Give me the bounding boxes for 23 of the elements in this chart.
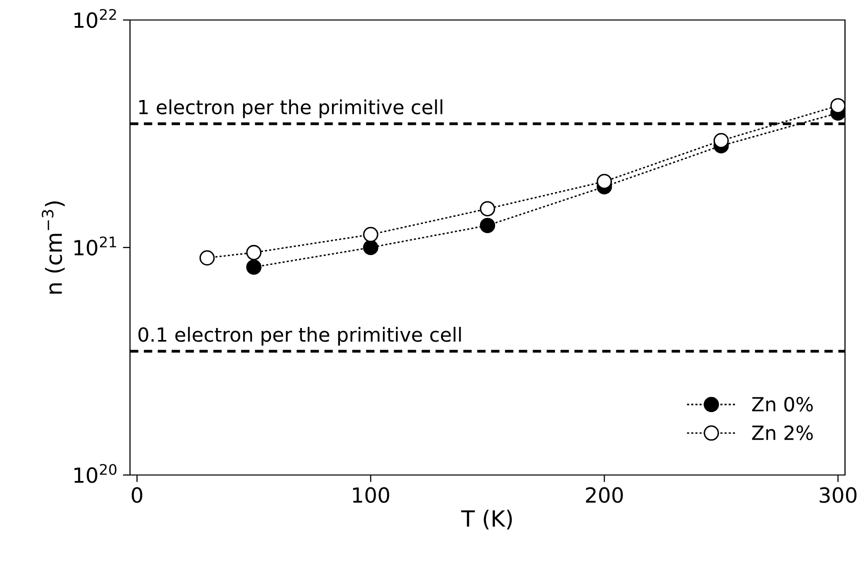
x-tick-label: 100	[353, 487, 390, 503]
point	[363, 240, 378, 256]
point	[246, 259, 262, 275]
point	[714, 132, 729, 148]
point	[199, 250, 215, 266]
ref-line-label: 0.1 electron per the primitive cell	[138, 326, 461, 346]
ref-line-label: 1 electron per the primitive cell	[139, 99, 442, 118]
y-tick-label: 10$^{22}$	[74, 8, 116, 28]
y-tick-label: 10$^{21}$	[74, 236, 116, 256]
x-tick-label: 0	[132, 487, 142, 503]
legend-label: Zn 0%	[752, 396, 813, 412]
point	[363, 226, 378, 242]
y-tick-label: 10$^{20}$	[74, 464, 116, 484]
legend-label: Zn 2%	[752, 425, 813, 440]
point	[480, 218, 496, 234]
x-axis-title: T (K)	[461, 510, 512, 530]
point	[246, 244, 262, 260]
point	[596, 174, 612, 190]
point	[480, 201, 496, 216]
x-tick-label: 200	[586, 487, 623, 503]
y-axis-title: n (cm$^{−3}$)	[42, 201, 65, 294]
x-tick-label: 300	[820, 487, 856, 503]
point	[830, 98, 845, 114]
